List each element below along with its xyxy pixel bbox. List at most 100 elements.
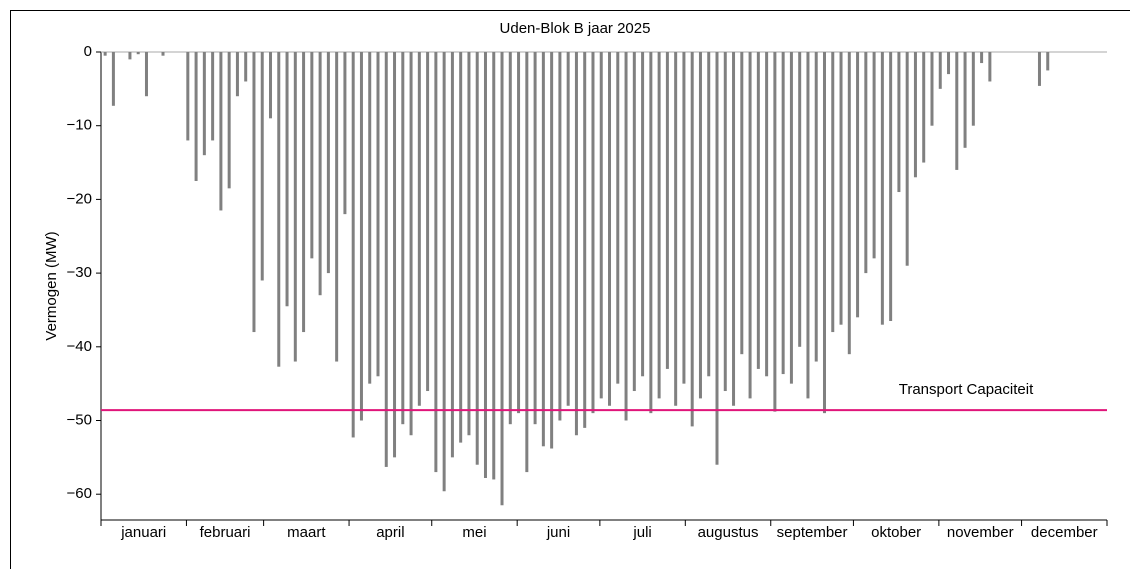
bar bbox=[517, 52, 521, 414]
bar bbox=[674, 52, 678, 406]
bar bbox=[293, 52, 297, 362]
y-tick-label: −60 bbox=[67, 485, 92, 502]
bar bbox=[773, 52, 777, 412]
bar bbox=[1046, 52, 1050, 71]
bar bbox=[393, 52, 397, 458]
bar bbox=[814, 52, 818, 362]
bar bbox=[500, 52, 504, 506]
bar bbox=[144, 52, 148, 97]
bar bbox=[839, 52, 843, 325]
bar bbox=[756, 52, 760, 369]
bar bbox=[872, 52, 876, 259]
bar bbox=[707, 52, 711, 377]
bar bbox=[971, 52, 975, 126]
y-tick-label: 0 bbox=[84, 43, 92, 60]
bar bbox=[161, 52, 165, 56]
bar bbox=[384, 52, 388, 467]
bar bbox=[318, 52, 322, 296]
bar bbox=[847, 52, 851, 355]
bar bbox=[475, 52, 479, 465]
bar bbox=[269, 52, 273, 119]
bar bbox=[765, 52, 769, 377]
y-tick-label: −10 bbox=[67, 117, 92, 134]
bar bbox=[698, 52, 702, 399]
bar bbox=[302, 52, 306, 333]
bar bbox=[219, 52, 223, 211]
bar bbox=[632, 52, 636, 392]
bar bbox=[136, 52, 140, 55]
bar bbox=[781, 52, 785, 375]
y-tick-label: −30 bbox=[67, 264, 92, 281]
bar bbox=[252, 52, 256, 333]
bar bbox=[657, 52, 661, 399]
y-tick-label: −20 bbox=[67, 190, 92, 207]
bar bbox=[748, 52, 752, 399]
bar bbox=[930, 52, 934, 126]
bar bbox=[409, 52, 413, 436]
bar bbox=[641, 52, 645, 377]
bar bbox=[616, 52, 620, 384]
bar bbox=[417, 52, 421, 406]
bar bbox=[608, 52, 612, 406]
bar bbox=[566, 52, 570, 406]
bar bbox=[583, 52, 587, 428]
bar bbox=[864, 52, 868, 274]
bar bbox=[235, 52, 239, 97]
bar bbox=[856, 52, 860, 318]
bar bbox=[401, 52, 405, 425]
bar bbox=[434, 52, 438, 473]
bar bbox=[310, 52, 314, 259]
bar bbox=[806, 52, 810, 399]
bar bbox=[1037, 52, 1041, 86]
bar bbox=[682, 52, 686, 384]
bar bbox=[343, 52, 347, 215]
bar bbox=[285, 52, 289, 307]
x-tick-label: december bbox=[1031, 524, 1098, 541]
bar bbox=[947, 52, 951, 75]
bar bbox=[351, 52, 355, 438]
y-axis-label: Vermogen (MW) bbox=[43, 231, 60, 340]
bar bbox=[533, 52, 537, 425]
bar bbox=[467, 52, 471, 436]
bar bbox=[591, 52, 595, 414]
x-tick-label: september bbox=[777, 524, 848, 541]
bar bbox=[599, 52, 603, 399]
bar bbox=[798, 52, 802, 347]
bar bbox=[244, 52, 248, 82]
bar bbox=[525, 52, 529, 473]
bar bbox=[740, 52, 744, 355]
bar bbox=[194, 52, 198, 181]
bar bbox=[831, 52, 835, 333]
bar bbox=[483, 52, 487, 478]
bar bbox=[335, 52, 339, 362]
reference-label: Transport Capaciteit bbox=[899, 381, 1034, 398]
bar bbox=[624, 52, 628, 421]
chart-title: Uden-Blok B jaar 2025 bbox=[500, 20, 651, 37]
x-tick-label: januari bbox=[120, 524, 166, 541]
bar bbox=[649, 52, 653, 414]
y-tick-label: −40 bbox=[67, 338, 92, 355]
x-tick-label: mei bbox=[462, 524, 486, 541]
bar bbox=[822, 52, 826, 414]
bar bbox=[963, 52, 967, 148]
bar bbox=[922, 52, 926, 163]
bar bbox=[913, 52, 917, 178]
bar bbox=[732, 52, 736, 406]
bar bbox=[426, 52, 430, 392]
bar bbox=[955, 52, 959, 170]
bar bbox=[459, 52, 463, 443]
bar bbox=[359, 52, 363, 421]
bar bbox=[550, 52, 554, 449]
bar bbox=[880, 52, 884, 325]
frame bbox=[10, 10, 1130, 569]
bar bbox=[111, 52, 115, 106]
bar bbox=[897, 52, 901, 193]
bar bbox=[558, 52, 562, 421]
bar bbox=[128, 52, 132, 60]
x-tick-label: maart bbox=[287, 524, 326, 541]
bar bbox=[574, 52, 578, 436]
bar bbox=[186, 52, 190, 141]
bar bbox=[665, 52, 669, 369]
bar bbox=[988, 52, 992, 82]
